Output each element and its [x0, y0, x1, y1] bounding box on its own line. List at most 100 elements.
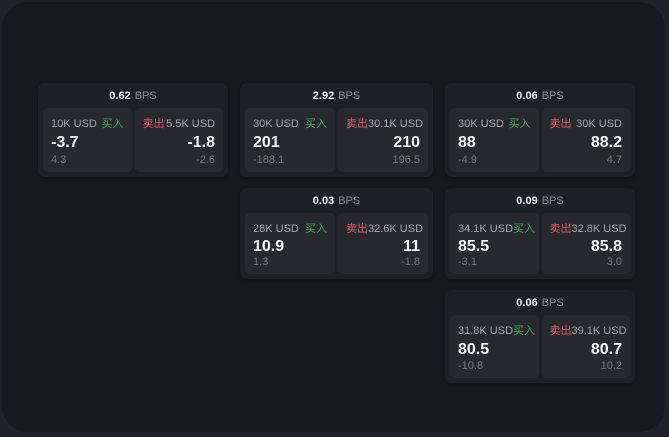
sell-price: 11: [403, 237, 420, 255]
sell-side-label: 卖出: [549, 325, 572, 337]
buy-amount: 34.1K USD: [458, 223, 514, 235]
buy-amount: 10K USD: [51, 118, 97, 130]
sell-panel-header: 卖出 32.8K USD: [549, 220, 627, 236]
buy-panel-header: 28K USD 买入: [253, 220, 327, 236]
sell-panel-header: 卖出 39.1K USD: [549, 322, 627, 338]
quote-card: 0.62 BPS 10K USD 买入 -3.7 4.3 卖出 5.5K USD…: [38, 83, 228, 177]
buy-side-label: 买入: [508, 118, 531, 130]
sell-panel-header: 卖出 5.5K USD: [143, 115, 216, 131]
card-header: 2.92 BPS: [240, 83, 433, 106]
sell-panel[interactable]: 卖出 30.1K USD 210 196.5: [338, 108, 428, 172]
buy-delta: -4.9: [458, 154, 477, 166]
sell-panel[interactable]: 卖出 32.6K USD 11 -1.8: [338, 213, 428, 274]
quote-card: 2.92 BPS 30K USD 买入 201 -188.1 卖出 30.1K …: [240, 83, 433, 177]
buy-price: 201: [253, 134, 280, 151]
buy-amount: 30K USD: [253, 118, 299, 130]
sell-amount: 30.1K USD: [368, 118, 424, 130]
sell-panel[interactable]: 卖出 5.5K USD -1.8 -2.6: [134, 108, 223, 172]
sell-amount: 30K USD: [576, 118, 622, 130]
price-panels: 30K USD 买入 201 -188.1 卖出 30.1K USD 210 1…: [240, 106, 433, 177]
buy-panel[interactable]: 31.8K USD 买入 80.5 -10.8: [450, 315, 539, 378]
buy-price: 88: [458, 134, 476, 151]
sell-panel-header: 卖出 30.1K USD: [346, 115, 424, 131]
quote-card: 0.03 BPS 28K USD 买入 10.9 1.3 卖出 32.6K US…: [240, 188, 433, 279]
buy-amount: 30K USD: [458, 118, 504, 130]
bps-value: 0.03: [312, 194, 335, 207]
sell-panel-header: 卖出 30K USD: [550, 115, 623, 131]
card-header: 0.03 BPS: [240, 188, 433, 211]
buy-side-label: 买入: [101, 118, 124, 130]
bps-value: 2.92: [312, 89, 335, 102]
buy-panel-header: 30K USD 买入: [253, 115, 327, 131]
sell-price: 88.2: [590, 134, 622, 151]
sell-side-label: 卖出: [549, 118, 572, 130]
bps-unit-label: BPS: [541, 296, 564, 309]
sell-delta: 196.5: [392, 154, 420, 166]
quote-board: 0.62 BPS 10K USD 买入 -3.7 4.3 卖出 5.5K USD…: [38, 83, 635, 383]
sell-delta: -1.8: [401, 256, 420, 268]
bps-unit-label: BPS: [541, 89, 564, 102]
buy-side-label: 买入: [513, 325, 536, 337]
price-panels: 30K USD 买入 88 -4.9 卖出 30K USD 88.2 4.7: [445, 106, 635, 177]
sell-amount: 39.1K USD: [571, 325, 627, 337]
card-header: 0.62 BPS: [38, 83, 228, 106]
buy-price: 85.5: [458, 237, 490, 255]
sell-panel[interactable]: 卖出 39.1K USD 80.7 10.2: [541, 315, 630, 378]
sell-price: 210: [393, 134, 420, 151]
bps-unit-label: BPS: [541, 194, 564, 207]
buy-price: 80.5: [458, 340, 490, 358]
buy-delta: 4.3: [51, 154, 67, 166]
sell-price: 80.7: [590, 340, 622, 358]
sell-price: -1.8: [187, 134, 215, 151]
price-panels: 28K USD 买入 10.9 1.3 卖出 32.6K USD 11 -1.8: [240, 211, 433, 279]
sell-amount: 32.6K USD: [368, 223, 424, 235]
buy-panel-header: 34.1K USD 买入: [458, 220, 535, 236]
card-header: 0.06 BPS: [445, 83, 635, 106]
bps-unit-label: BPS: [134, 89, 157, 102]
buy-side-label: 买入: [513, 223, 536, 235]
buy-delta: -10.8: [458, 360, 484, 372]
sell-delta: -2.6: [196, 154, 215, 166]
sell-price: 85.8: [590, 237, 622, 255]
sell-panel[interactable]: 卖出 30K USD 88.2 4.7: [541, 108, 630, 172]
bps-unit-label: BPS: [338, 194, 361, 207]
price-panels: 10K USD 买入 -3.7 4.3 卖出 5.5K USD -1.8 -2.…: [38, 106, 228, 177]
price-panels: 31.8K USD 买入 80.5 -10.8 卖出 39.1K USD 80.…: [445, 313, 635, 383]
bps-value: 0.06: [516, 89, 538, 102]
buy-price: 10.9: [253, 237, 285, 255]
card-header: 0.06 BPS: [445, 290, 635, 313]
sell-side-label: 卖出: [142, 118, 165, 130]
buy-delta: -188.1: [253, 154, 285, 166]
quote-card: 0.06 BPS 30K USD 买入 88 -4.9 卖出 30K USD 8…: [445, 83, 635, 177]
buy-panel[interactable]: 34.1K USD 买入 85.5 -3.1: [450, 213, 539, 274]
buy-side-label: 买入: [305, 118, 327, 130]
buy-panel-header: 31.8K USD 买入: [458, 322, 535, 338]
sell-amount: 32.8K USD: [571, 223, 627, 235]
sell-amount: 5.5K USD: [166, 118, 215, 130]
quote-card: 0.09 BPS 34.1K USD 买入 85.5 -3.1 卖出 32.8K…: [445, 188, 635, 279]
buy-panel[interactable]: 30K USD 买入 88 -4.9: [450, 108, 539, 172]
buy-price: -3.7: [51, 134, 79, 151]
bps-unit-label: BPS: [338, 89, 361, 102]
sell-delta: 10.2: [600, 360, 622, 372]
sell-panel[interactable]: 卖出 32.8K USD 85.8 3.0: [541, 213, 630, 274]
sell-side-label: 卖出: [549, 223, 572, 235]
sell-side-label: 卖出: [346, 223, 368, 235]
bps-value: 0.09: [516, 194, 538, 207]
card-header: 0.09 BPS: [445, 188, 635, 211]
quote-card: 0.06 BPS 31.8K USD 买入 80.5 -10.8 卖出 39.1…: [445, 290, 635, 383]
buy-delta: 1.3: [253, 256, 269, 268]
buy-delta: -3.1: [458, 256, 477, 268]
buy-panel-header: 10K USD 买入: [51, 115, 124, 131]
buy-amount: 28K USD: [253, 223, 299, 235]
sell-side-label: 卖出: [346, 118, 368, 130]
buy-side-label: 买入: [305, 223, 327, 235]
buy-amount: 31.8K USD: [458, 325, 514, 337]
buy-panel[interactable]: 10K USD 买入 -3.7 4.3: [43, 108, 132, 172]
buy-panel-header: 30K USD 买入: [458, 115, 531, 131]
sell-delta: 4.7: [606, 154, 622, 166]
price-panels: 34.1K USD 买入 85.5 -3.1 卖出 32.8K USD 85.8…: [445, 211, 635, 279]
buy-panel[interactable]: 30K USD 买入 201 -188.1: [245, 108, 335, 172]
buy-panel[interactable]: 28K USD 买入 10.9 1.3: [245, 213, 335, 274]
bps-value: 0.06: [516, 296, 538, 309]
